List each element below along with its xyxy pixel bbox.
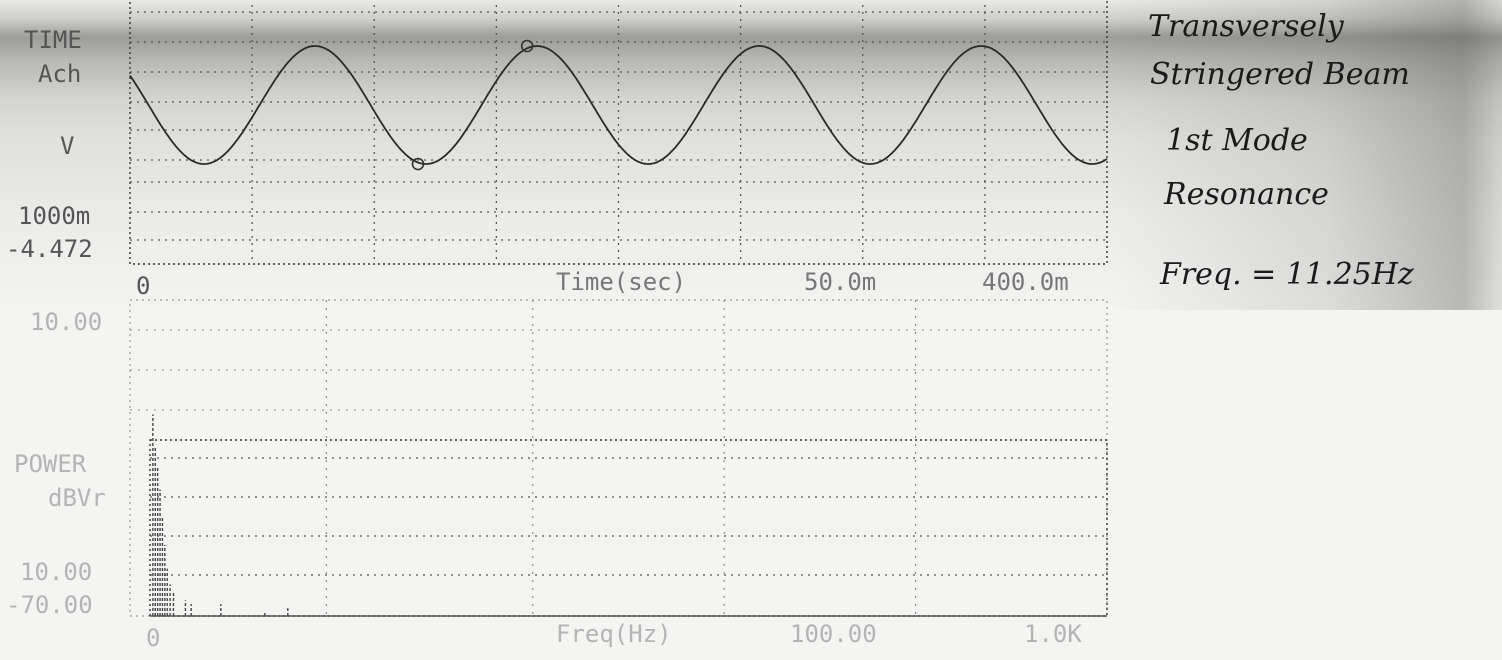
time-y-top-label: 1000m <box>18 202 90 230</box>
time-ylabel-line-3: V <box>60 132 74 160</box>
power-y-bottom-label-2: -70.00 <box>6 591 93 619</box>
time-chart: TIME Ach V 1000m -4.472 0 Time(sec) 50.0… <box>6 0 1108 300</box>
power-x-labels: 0 Freq(Hz) 100.00 1.0K <box>146 620 1082 652</box>
power-grid <box>130 300 1107 616</box>
power-x-start-label: 0 <box>146 624 160 652</box>
power-spikes <box>152 414 289 616</box>
annotation-line-3: 1st Mode <box>1166 123 1308 158</box>
power-ylabel-line-1: POWER <box>14 450 87 478</box>
time-markers <box>411 39 534 171</box>
time-x-start-label: 0 <box>136 272 150 300</box>
power-x-axis-title: Freq(Hz) <box>556 620 672 648</box>
annotation-line-5: Freq. = 11.25Hz <box>1159 257 1414 292</box>
time-marker-0 <box>411 157 425 171</box>
annotation-line-4: Resonance <box>1163 177 1329 212</box>
scan-shading-right <box>1110 0 1502 310</box>
time-y-bottom-label: -4.472 <box>6 235 93 263</box>
annotation-line-1: Transversely <box>1148 9 1345 44</box>
time-x-labels: 0 Time(sec) 50.0m 400.0m <box>136 268 1069 300</box>
power-x-mid-label: 100.00 <box>790 620 877 648</box>
time-ylabel-line-2: Ach <box>38 60 81 88</box>
scan-shading <box>0 0 1502 310</box>
time-series-line <box>129 45 1108 165</box>
power-chart: 10.00 POWER dBVr 10.00 -70.00 0 Freq(Hz)… <box>6 299 1108 652</box>
power-ylabel-line-2: dBVr <box>48 484 106 512</box>
power-x-end-label: 1.0K <box>1024 620 1082 648</box>
time-y-labels: TIME Ach V 1000m -4.472 <box>6 26 93 263</box>
power-y-bottom-label-1: 10.00 <box>20 558 92 586</box>
power-y-top-label: 10.00 <box>30 308 102 336</box>
time-x-end-label: 400.0m <box>982 268 1069 296</box>
time-x-axis-title: Time(sec) <box>556 268 686 296</box>
time-grid <box>130 0 1107 264</box>
power-plot-frame <box>149 439 1108 617</box>
annotation-line-2: Stringered Beam <box>1150 57 1410 92</box>
time-plot-frame <box>129 0 1108 265</box>
power-y-labels: 10.00 POWER dBVr 10.00 -70.00 <box>6 308 106 619</box>
time-marker-1 <box>520 39 534 53</box>
handwritten-annotation: Transversely Stringered Beam 1st Mode Re… <box>1148 9 1414 292</box>
time-ylabel-line-1: TIME <box>24 26 82 54</box>
time-x-mid-label: 50.0m <box>804 268 876 296</box>
